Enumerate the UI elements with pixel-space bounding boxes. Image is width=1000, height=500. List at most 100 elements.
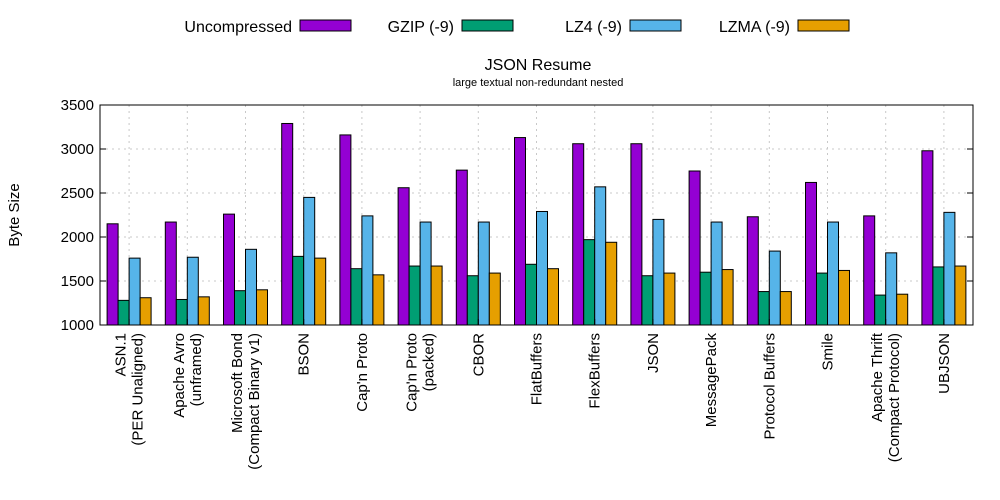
bar-uncompressed [223, 213, 235, 326]
bar-uncompressed [688, 170, 701, 326]
bar-lz4-9 [128, 257, 141, 326]
x-category-label-line: (Compact Protocol) [886, 333, 903, 462]
x-category-label: ASN.1 (PER Unaligned) [113, 333, 147, 446]
x-category-label-line: CBOR [470, 333, 487, 377]
bar-lz4-9 [419, 221, 432, 326]
bar-gzip-9 [466, 275, 479, 326]
bar-lz4-9 [361, 215, 374, 326]
bar-gzip-9 [175, 298, 188, 326]
bars [106, 122, 967, 326]
bar-uncompressed [572, 143, 585, 326]
plot-border [99, 104, 974, 326]
bar-uncompressed [805, 181, 817, 326]
chart-subtitle: large textual non-redundant nested [453, 77, 624, 89]
x-category-label-line: (packed) [421, 333, 438, 391]
x-category-label: UBJSON [936, 333, 953, 394]
bar-lz4-9 [536, 210, 548, 326]
y-tick-label: 2000 [61, 229, 94, 246]
bar-lzma-9 [663, 272, 676, 326]
bar-gzip-9 [117, 299, 130, 326]
bar-gzip-9 [525, 263, 537, 326]
x-category-label-line: FlexBuffers [587, 333, 604, 409]
x-category-label-line: ASN.1 [113, 333, 130, 376]
bar-lzma-9 [721, 269, 734, 326]
y-tick-label: 1500 [61, 273, 94, 290]
legend-swatch [797, 19, 850, 32]
bar-lzma-9 [372, 274, 385, 326]
x-category-label: CBOR [470, 333, 487, 377]
bar-lzma-9 [954, 265, 967, 326]
bar-uncompressed [164, 221, 177, 326]
bar-lz4-9 [477, 221, 490, 326]
x-category-label: MessagePack [703, 333, 720, 428]
bar-lz4-9 [186, 256, 199, 326]
bar-lzma-9 [139, 297, 152, 326]
bar-lz4-9 [303, 196, 316, 326]
bar-lzma-9 [314, 257, 327, 326]
bar-gzip-9 [292, 255, 305, 326]
bar-lzma-9 [256, 289, 268, 326]
bar-uncompressed [281, 122, 294, 326]
x-category-label-line: Protocol Buffers [761, 333, 778, 439]
legend-label: GZIP (-9) [388, 19, 454, 36]
bar-lz4-9 [768, 250, 781, 326]
x-category-label: Cap'n Proto [354, 333, 371, 412]
bar-uncompressed [106, 223, 119, 326]
bar-lzma-9 [488, 272, 501, 326]
bar-uncompressed [746, 216, 759, 326]
legend: Uncompressed GZIP (-9) LZ4 (-9) LZMA (-9) [184, 19, 850, 36]
x-category-label-line: (PER Unaligned) [130, 333, 147, 446]
bar-gzip-9 [932, 266, 945, 326]
bar-lzma-9 [838, 269, 850, 326]
x-category-label: Smile [820, 333, 837, 371]
bar-uncompressed [339, 134, 352, 326]
bar-uncompressed [863, 215, 876, 326]
x-category-label-line: MessagePack [703, 333, 720, 428]
bar-gzip-9 [350, 268, 363, 326]
x-category-label: FlatBuffers [529, 333, 546, 405]
bar-lz4-9 [594, 186, 607, 326]
bar-uncompressed [630, 143, 643, 326]
y-tick-label: 3500 [61, 97, 94, 114]
bar-lz4-9 [885, 252, 898, 326]
x-category-label-line: Apache Avro [171, 333, 188, 418]
x-category-label: Apache Avro (unframed) [171, 333, 205, 418]
bar-lzma-9 [896, 293, 909, 326]
y-tick-label: 2500 [61, 185, 94, 202]
legend-swatch [461, 19, 514, 32]
x-category-label: BSON [296, 333, 313, 376]
bar-gzip-9 [757, 291, 770, 326]
x-category-label-line: Smile [820, 333, 837, 371]
x-category-label-line: Microsoft Bond [229, 333, 246, 433]
bar-gzip-9 [874, 294, 887, 326]
bar-gzip-9 [699, 271, 712, 326]
x-category-label-line: Apache Thrift [869, 332, 886, 422]
x-category-label-line: Cap'n Proto [354, 333, 371, 412]
x-category-label-line: FlatBuffers [529, 333, 546, 405]
y-axis-ticks: 1000 1500 2000 2500 3000 3500 [61, 97, 973, 334]
bar-lz4-9 [710, 221, 723, 326]
bar-lzma-9 [547, 268, 559, 326]
bar-uncompressed [397, 187, 410, 326]
legend-swatch [299, 19, 352, 32]
x-axis-labels: ASN.1 (PER Unaligned) Apache Avro (unframed… [113, 332, 953, 470]
chart-title: JSON Resume [485, 57, 592, 74]
x-category-label: Microsoft Bond (Compact Binary v1) [229, 333, 263, 470]
bar-lz4-9 [245, 248, 257, 326]
bar-uncompressed [514, 137, 526, 326]
x-category-label-line: (Compact Binary v1) [246, 333, 263, 470]
legend-label: LZMA (-9) [719, 19, 790, 36]
x-category-label-line: Cap'n Proto [404, 333, 421, 412]
legend-label: LZ4 (-9) [565, 19, 622, 36]
y-tick-label: 1000 [61, 317, 94, 334]
x-category-label: Cap'n Proto (packed) [404, 333, 438, 412]
x-category-label-line: (unframed) [188, 333, 205, 406]
x-category-label-line: BSON [296, 333, 313, 376]
x-category-label-line: UBJSON [936, 333, 953, 394]
x-category-label: Protocol Buffers [761, 333, 778, 439]
y-axis-label: Byte Size [6, 183, 23, 246]
x-category-label-line: JSON [645, 333, 662, 373]
bar-gzip-9 [408, 265, 421, 326]
bar-lz4-9 [652, 218, 665, 326]
